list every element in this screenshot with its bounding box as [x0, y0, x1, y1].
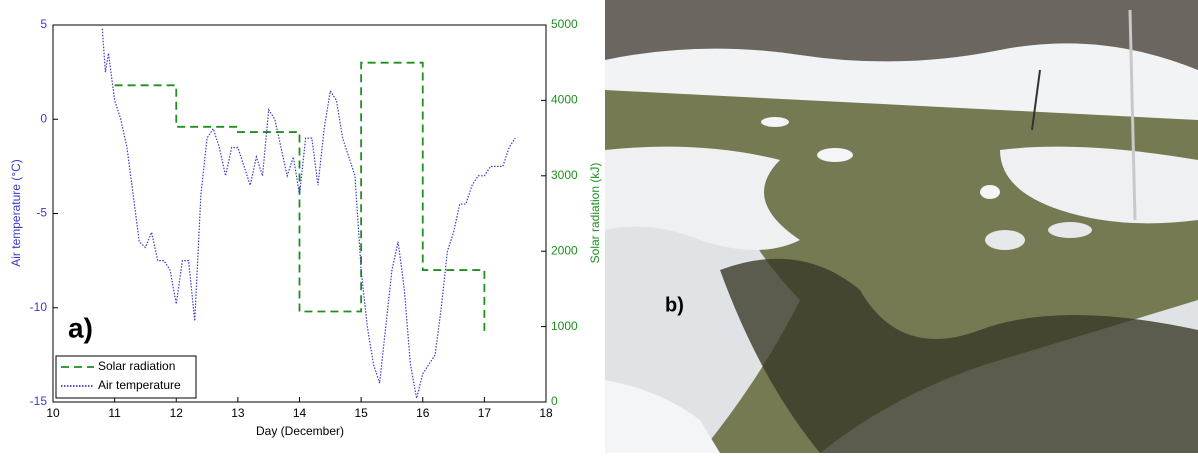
y2-axis-label: Solar radiation (kJ) [588, 163, 602, 264]
y2-tick-label: 1000 [551, 319, 578, 333]
series-line [114, 61, 486, 335]
x-axis-label: Day (December) [256, 424, 344, 438]
photo-label: b) [665, 294, 684, 316]
x-tick-label: 16 [416, 406, 430, 420]
series-line [101, 28, 516, 399]
x-tick-label: 18 [539, 406, 553, 420]
y2-tick-label: 0 [551, 394, 558, 408]
y2-tick-label: 2000 [551, 243, 578, 257]
x-tick-label: 11 [108, 406, 121, 420]
photo [605, 0, 1198, 453]
y-tick-label: -5 [36, 206, 47, 220]
x-tick-label: 12 [170, 406, 184, 420]
panel-label: a) [68, 312, 93, 343]
y2-tick-label: 4000 [551, 93, 578, 107]
y-tick-label: 0 [40, 111, 47, 125]
x-tick-label: 14 [293, 406, 307, 420]
y2-tick-label: 3000 [551, 168, 578, 182]
x-tick-label: 10 [46, 406, 60, 420]
y-tick-label: 5 [40, 17, 47, 31]
legend-box [55, 355, 197, 399]
legend-label: Air temperature [98, 378, 181, 392]
y-axis-label: Air temperature (°C) [9, 159, 23, 267]
y-tick-label: -15 [30, 394, 48, 408]
x-tick-label: 15 [354, 406, 368, 420]
y2-tick-label: 5000 [551, 17, 578, 31]
legend-label: Solar radiation [98, 359, 175, 373]
y-tick-label: -10 [30, 300, 48, 314]
x-tick-label: 17 [478, 406, 492, 420]
x-tick-label: 13 [231, 406, 245, 420]
